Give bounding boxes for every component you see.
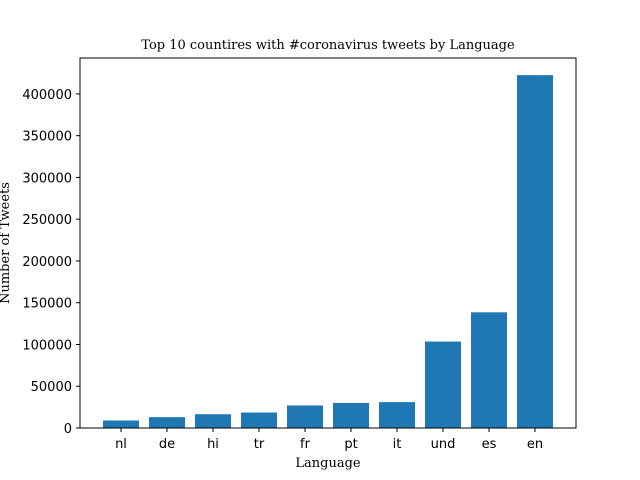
y-axis-label: Number of Tweets: [0, 182, 13, 304]
bar-tr: [241, 412, 277, 428]
x-tick-label: it: [393, 437, 402, 452]
x-tick-label: hi: [207, 437, 219, 452]
x-tick-label: es: [482, 437, 497, 452]
x-tick-label: und: [431, 437, 456, 452]
y-tick-label: 400000: [22, 88, 72, 103]
y-axis: 0 50000 100000 150000 200000 250000 300000 3500…: [22, 88, 80, 437]
bar-it: [379, 402, 415, 428]
bar-und: [425, 341, 461, 428]
y-tick-label: 350000: [22, 130, 72, 145]
bar-pt: [333, 402, 369, 428]
y-tick-label: 300000: [22, 171, 72, 186]
x-axis-label: Language: [295, 456, 361, 471]
x-tick-label: nl: [115, 437, 127, 452]
chart-title: Top 10 countires with #coronavirus tweet…: [141, 38, 515, 53]
bar-es: [471, 312, 507, 428]
y-tick-label: 250000: [22, 213, 72, 228]
x-axis: nl de hi tr fr pt it und es en: [115, 428, 543, 452]
bar-en: [517, 75, 553, 429]
y-tick-label: 200000: [22, 255, 72, 270]
y-tick-label: 100000: [22, 338, 72, 353]
bar-nl: [103, 420, 139, 428]
x-tick-label: fr: [300, 437, 311, 452]
x-tick-label: pt: [344, 437, 357, 452]
y-tick-label: 0: [64, 422, 72, 437]
bar-hi: [195, 414, 231, 428]
bar-fr: [287, 405, 323, 428]
x-tick-label: de: [159, 437, 175, 452]
plot-frame: [79, 57, 577, 429]
y-tick-label: 50000: [31, 380, 72, 395]
y-tick-label: 150000: [22, 297, 72, 312]
bars-group: [103, 75, 553, 429]
x-tick-label: en: [527, 437, 543, 452]
x-tick-label: tr: [254, 437, 265, 452]
bar-de: [149, 417, 185, 428]
